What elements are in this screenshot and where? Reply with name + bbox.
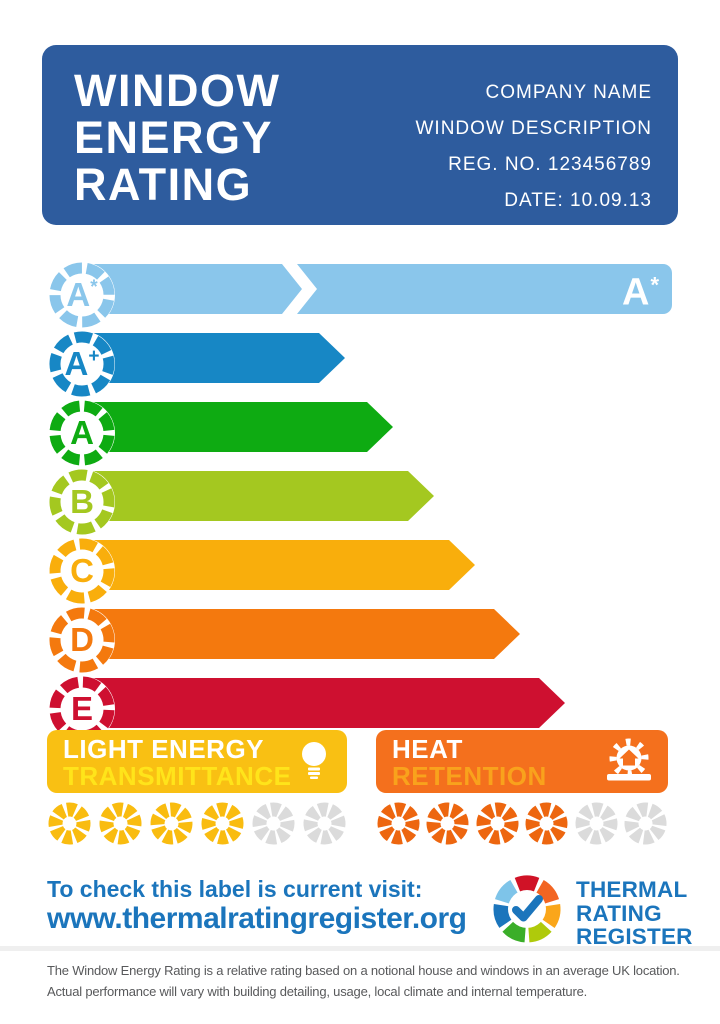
page-title: WINDOW ENERGY RATING <box>74 67 280 208</box>
badge-b-icon: B <box>48 468 116 536</box>
disclaimer-line-1: The Window Energy Rating is a relative r… <box>47 963 680 978</box>
badge-a-plus-icon: A+ <box>48 330 116 398</box>
logo-line-1: THERMAL <box>576 877 688 902</box>
badge-d-icon: D <box>48 606 116 674</box>
band-row-a-plus: A+ <box>48 330 678 398</box>
heat-retention-panel: HEAT RETENTION <box>376 730 668 793</box>
band-bar-a <box>78 402 393 452</box>
band-bar-d <box>78 609 520 659</box>
chevron-break-icon <box>282 264 317 314</box>
rosette-filled-icon <box>150 802 193 845</box>
sun-house-icon <box>602 737 656 788</box>
svg-text:A*: A* <box>66 276 98 313</box>
registration-number: REG. NO. 123456789 <box>448 154 652 175</box>
band-bar-a-plus <box>78 333 345 383</box>
logo-wordmark: THERMAL RATING REGISTER <box>576 878 693 949</box>
badge-a-star-icon: A* <box>48 261 116 329</box>
thermal-rating-register-logo-icon <box>489 871 565 947</box>
header-panel: WINDOW ENERGY RATING COMPANY NAME WINDOW… <box>42 45 678 225</box>
label-info: COMPANY NAME WINDOW DESCRIPTION REG. NO.… <box>416 75 653 219</box>
rated-band-marker: A* <box>621 271 659 314</box>
logo-line-3: REGISTER <box>576 924 693 949</box>
band-row-a: A <box>48 399 678 467</box>
disclaimer-line-2: Actual performance will vary with buildi… <box>47 983 588 999</box>
light-energy-subtitle: TRANSMITTANCE <box>63 761 292 791</box>
window-description: WINDOW DESCRIPTION <box>415 118 652 139</box>
band-row-c: C <box>48 537 678 605</box>
svg-text:A+: A+ <box>65 345 100 382</box>
band-bar-a-star: A* <box>78 264 672 314</box>
svg-text:C: C <box>70 552 94 589</box>
svg-text:A: A <box>70 414 94 451</box>
band-row-e: E <box>48 675 678 743</box>
rosette-empty-icon <box>303 802 346 845</box>
verify-block: To check this label is current visit: ww… <box>47 876 467 936</box>
disclaimer-text: The Window Energy Rating is a relative r… <box>47 961 680 1002</box>
heat-title: HEAT <box>392 734 463 764</box>
title-line-2: ENERGY <box>74 112 274 163</box>
rosette-empty-icon <box>575 802 618 845</box>
badge-a-icon: A <box>48 399 116 467</box>
band-bar-e <box>78 678 565 728</box>
footer-divider <box>0 946 720 951</box>
rosette-filled-icon <box>476 802 519 845</box>
rosette-empty-icon <box>252 802 295 845</box>
band-bar-c <box>78 540 475 590</box>
company-name: COMPANY NAME <box>485 82 652 103</box>
rosette-empty-icon <box>624 802 667 845</box>
heat-retention-score <box>376 801 668 846</box>
badge-c-icon: C <box>48 537 116 605</box>
rosette-filled-icon <box>525 802 568 845</box>
rosette-filled-icon <box>99 802 142 845</box>
light-energy-panel: LIGHT ENERGY TRANSMITTANCE <box>47 730 347 793</box>
light-energy-title: LIGHT ENERGY <box>63 734 265 764</box>
register-url-link[interactable]: www.thermalratingregister.org <box>47 902 467 935</box>
rosette-filled-icon <box>377 802 420 845</box>
band-row-a-star: A* A* <box>48 261 678 329</box>
rosette-filled-icon <box>48 802 91 845</box>
band-bar-b <box>78 471 434 521</box>
band-row-d: D <box>48 606 678 674</box>
light-energy-score <box>47 801 347 846</box>
title-line-3: RATING <box>74 159 253 210</box>
svg-text:B: B <box>70 483 94 520</box>
badge-e-icon: E <box>48 675 116 743</box>
band-row-b: B <box>48 468 678 536</box>
rosette-filled-icon <box>201 802 244 845</box>
lightbulb-icon <box>299 741 329 788</box>
svg-text:D: D <box>70 621 94 658</box>
label-date: DATE: 10.09.13 <box>504 190 652 211</box>
logo-line-2: RATING <box>576 900 662 926</box>
title-line-1: WINDOW <box>74 65 281 116</box>
svg-text:E: E <box>71 690 93 727</box>
heat-subtitle: RETENTION <box>392 761 547 791</box>
verify-text: To check this label is current visit: <box>47 876 423 902</box>
energy-rating-scale: A* A* A+ A <box>48 258 678 743</box>
rosette-filled-icon <box>426 802 469 845</box>
